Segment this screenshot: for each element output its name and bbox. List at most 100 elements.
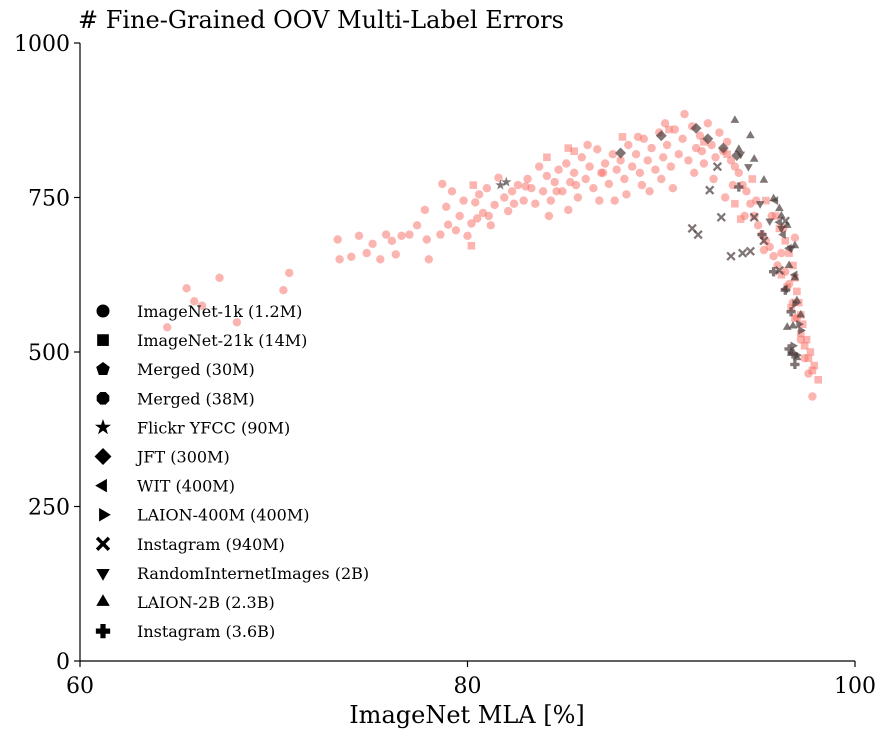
data-point-square [804,354,813,362]
data-point-triangle-up [788,320,798,329]
data-point-circle [443,220,453,229]
y-tick-label: 1000 [14,32,70,57]
data-point-circle [467,219,476,228]
data-point-square [810,361,819,370]
data-point-circle [711,153,720,162]
data-point-circle [447,187,457,196]
data-point-x [745,246,756,256]
data-point-plus [768,267,779,277]
data-point-square [570,147,578,155]
data-point-triangle-up [777,210,786,219]
data-point-circle [519,196,528,205]
data-point-circle [622,190,631,199]
data-point-circle [697,147,707,156]
data-point-square [781,237,790,245]
data-point-circle [335,255,344,264]
data-point-plus [790,359,800,370]
data-point-circle [424,255,433,264]
data-point-circle [473,214,482,223]
data-point-circle [589,184,598,193]
data-point-triangle-down [736,151,746,160]
legend: ImageNet-1k (1.2M) ImageNet-21k (14M) Merg… [94,302,369,641]
data-point-triangle-down [744,164,753,172]
data-point-circle [538,187,548,196]
data-point-circle [197,301,207,310]
data-point-square [469,181,478,189]
data-point-circle [604,179,614,189]
data-point-triangle-up [796,309,806,318]
x-axis-ticks: 60 80 100 [66,661,876,699]
data-point-circle [573,193,583,202]
data-point-x [726,251,736,261]
data-point-square [771,212,780,220]
data-point-circle [521,182,530,191]
data-point-square [700,138,708,146]
legend-marker-circle [96,304,110,318]
data-point-circle [790,233,800,242]
data-point-square [791,314,799,322]
data-point-circle [482,184,492,193]
data-point-circle [726,156,736,165]
legend-marker-triangle-up [96,594,110,606]
data-point-circle [721,193,730,202]
data-point-circle [583,140,592,150]
data-point-square [802,335,811,344]
data-point-circle [753,221,763,230]
data-point-circle [628,162,637,171]
data-point-diamond [690,122,702,134]
legend-label: Flickr YFCC (90M) [137,418,290,437]
data-point-circle [484,211,493,221]
data-point-triangle-left [778,230,786,239]
data-point-circle [722,137,732,147]
data-point-circle [742,187,751,196]
y-axis-ticks: 0 250 500 750 1000 [14,32,80,675]
data-point-plus [786,307,796,317]
data-point-circle [674,150,683,159]
data-point-x [737,248,748,258]
data-point-square [793,287,801,296]
data-point-circle [657,174,666,184]
data-point-circle [552,187,561,196]
legend-marker-x [95,536,111,551]
data-point-circle [730,162,740,171]
data-point-square [731,199,739,208]
data-point-circle [643,156,652,165]
data-point-triangle-up [730,115,740,123]
data-point-circle [279,286,288,295]
data-point-x [705,185,715,195]
data-point-circle [585,162,594,171]
data-point-circle [550,177,559,187]
data-point-square [777,271,786,279]
data-point-circle [397,231,406,240]
data-point-circle [680,109,689,119]
data-point-square [467,241,476,250]
data-point-circle [734,168,743,177]
data-point-circle [436,230,445,239]
data-point-x [716,212,726,222]
data-point-circle [494,173,503,182]
data-point-diamond [615,147,627,159]
data-point-star [495,179,506,190]
data-point-circle [808,392,817,401]
data-point-circle [333,235,342,244]
data-point-circle [542,171,552,181]
data-point-circle [647,143,656,153]
data-point-plus [734,182,744,192]
legend-label: Merged (38M) [137,389,255,408]
data-point-square [800,342,809,350]
legend-marker-triangle-right [99,507,111,522]
data-point-circle [554,165,563,174]
data-point-circle [422,235,431,244]
data-point-circle [391,250,400,259]
data-point-x [712,161,723,172]
legend-label: Instagram (940M) [137,535,285,554]
data-point-circle [659,153,668,162]
data-point-circle [215,273,224,282]
data-point-circle [695,131,705,140]
data-point-circle [507,187,517,196]
data-point-circle [459,196,468,205]
y-tick-label: 0 [56,650,70,675]
x-tick-label: 60 [66,674,94,699]
data-point-circle [523,174,532,184]
data-point-circle [612,165,621,174]
